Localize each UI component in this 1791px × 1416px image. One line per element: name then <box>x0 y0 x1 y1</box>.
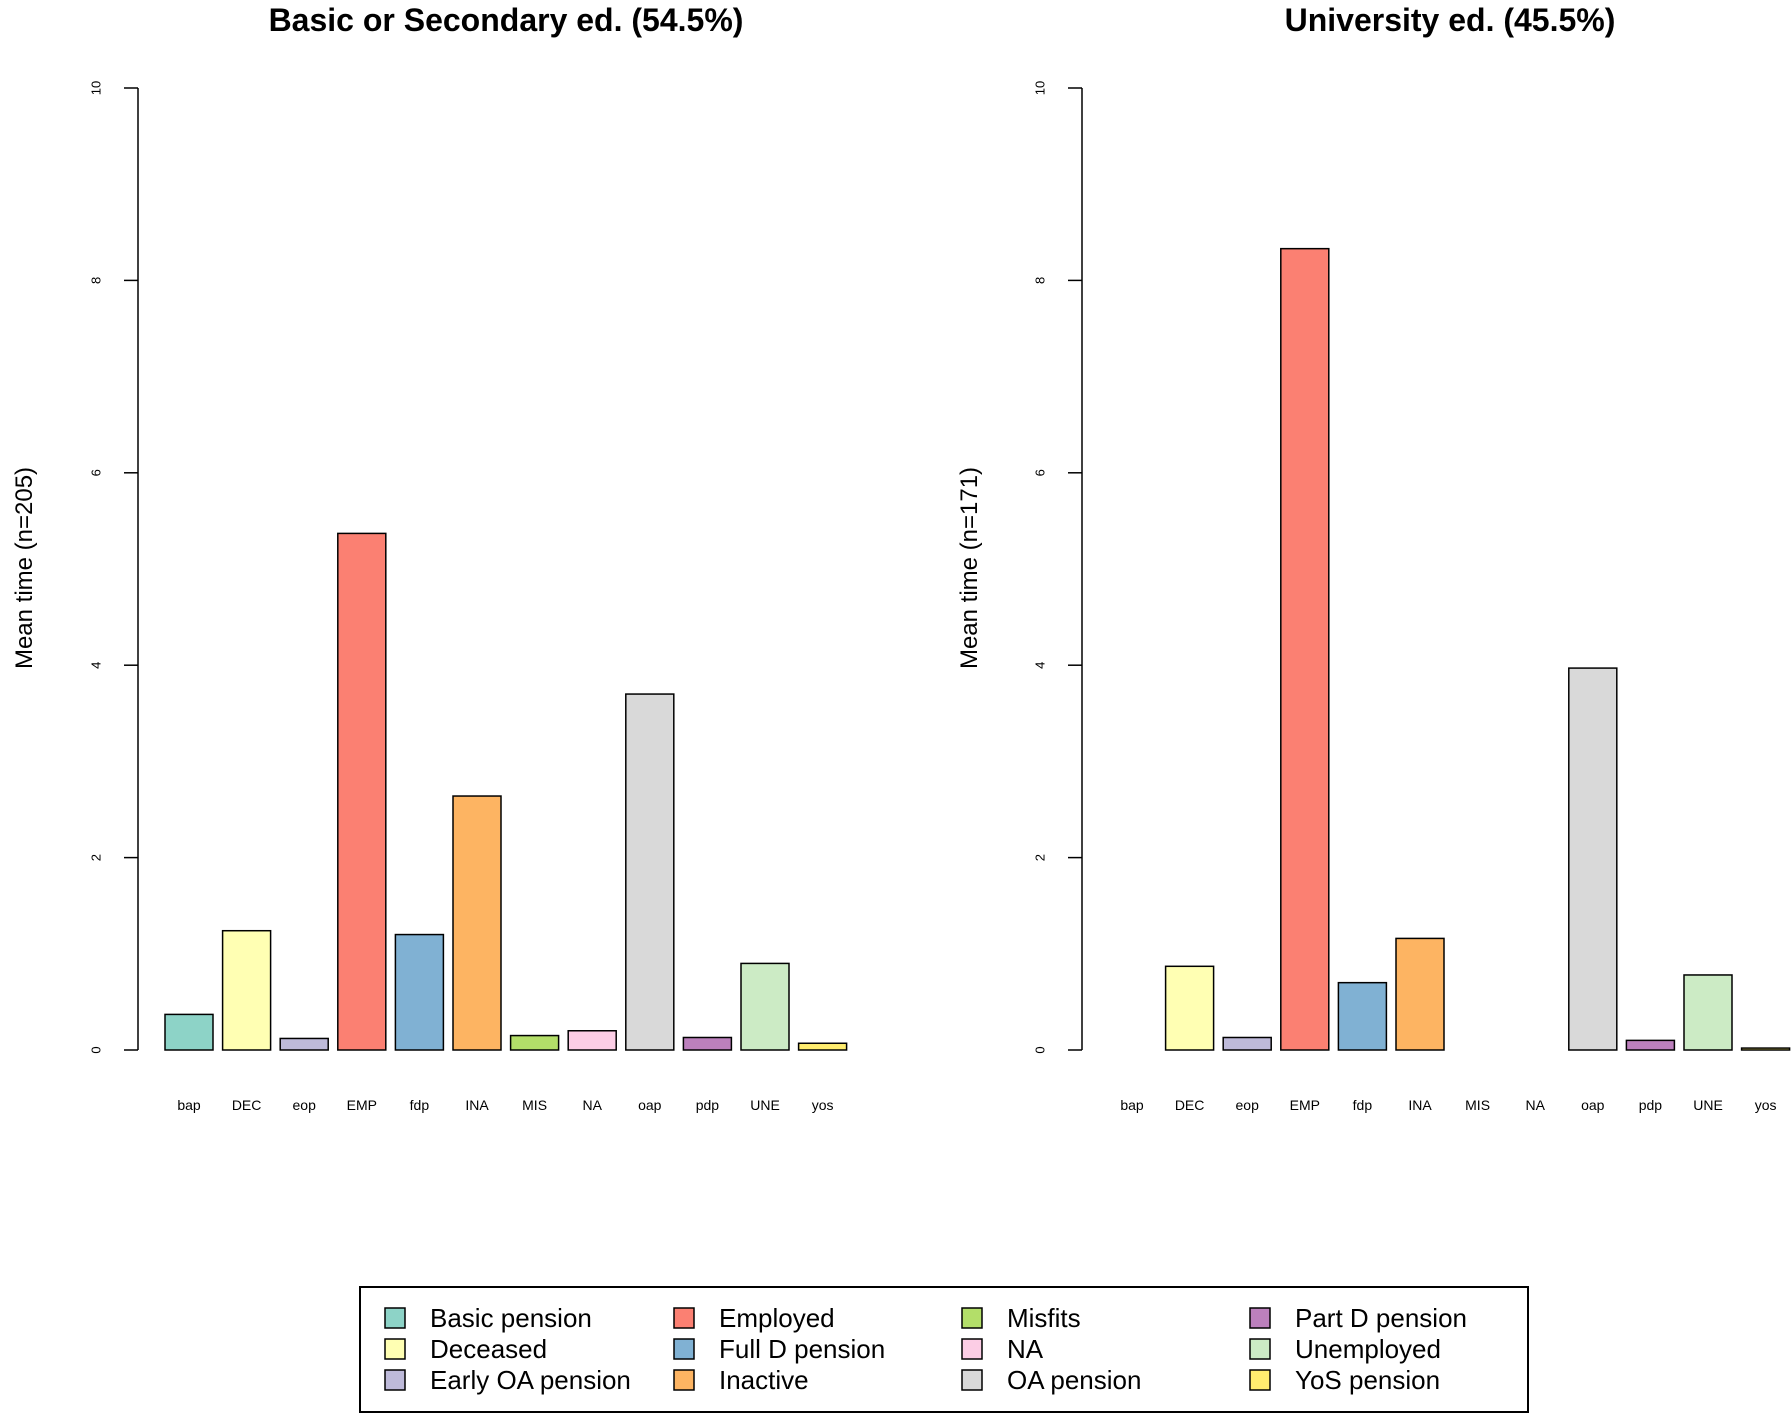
bar-EMP <box>337 532 387 1051</box>
category-label: NA <box>1525 1097 1545 1113</box>
legend-swatch <box>384 1338 406 1360</box>
bar-fdp <box>1337 981 1388 1051</box>
category-labels: bap DEC eop EMP fdp INA MIS NA oap pdp UNE yos <box>1120 1097 1776 1113</box>
legend-label: Deceased <box>430 1334 547 1364</box>
category-label: oap <box>1581 1097 1605 1113</box>
y-tick-label: 4 <box>89 662 104 669</box>
y-tick-label: 10 <box>89 81 104 95</box>
legend-label: NA <box>1007 1334 1044 1364</box>
legend-label: OA pension <box>1007 1365 1141 1395</box>
bar-eop <box>279 1037 329 1051</box>
bar-INA <box>452 795 502 1051</box>
legend-swatch <box>673 1338 695 1360</box>
panel-university: University ed. (45.5%) Mean time (n=171)… <box>956 2 1791 1113</box>
category-label: MIS <box>1465 1097 1490 1113</box>
bar-yos <box>1740 1047 1791 1051</box>
y-tick-label: 4 <box>1033 662 1048 669</box>
legend-swatch <box>384 1369 406 1391</box>
bar-DEC <box>1164 965 1215 1051</box>
category-labels: bap DEC eop EMP fdp INA MIS NA oap pdp UNE yos <box>177 1097 833 1113</box>
category-label: yos <box>812 1097 834 1113</box>
category-label: fdp <box>410 1097 430 1113</box>
legend-frame <box>359 1286 1529 1413</box>
y-tick-label: 0 <box>1033 1046 1048 1053</box>
bar-bap <box>164 1013 214 1051</box>
legend-label: Unemployed <box>1295 1334 1441 1364</box>
y-tick-label: 6 <box>1033 469 1048 476</box>
category-label: yos <box>1755 1097 1777 1113</box>
bar-fdp <box>394 933 445 1051</box>
legend-swatch <box>961 1369 983 1391</box>
bar-UNE <box>1683 974 1733 1051</box>
category-label: NA <box>582 1097 602 1113</box>
legend-label: Employed <box>719 1303 835 1333</box>
legend-swatch <box>961 1307 983 1329</box>
bar-oap <box>625 693 675 1051</box>
category-label: INA <box>465 1097 489 1113</box>
bar-MIS <box>509 1034 560 1051</box>
y-tick-label: 0 <box>89 1046 104 1053</box>
y-tick-label: 8 <box>89 277 104 284</box>
category-label: EMP <box>347 1097 377 1113</box>
category-label: pdp <box>696 1097 720 1113</box>
y-axis-label: Mean time (n=171) <box>956 467 983 669</box>
legend-label: Early OA pension <box>430 1365 631 1395</box>
bar-yos <box>797 1042 848 1051</box>
category-label: UNE <box>1693 1097 1723 1113</box>
panel-title: Basic or Secondary ed. (54.5%) <box>269 2 744 38</box>
legend-label: Basic pension <box>430 1303 592 1333</box>
category-label: INA <box>1408 1097 1432 1113</box>
category-label: DEC <box>1175 1097 1205 1113</box>
legend-label: Part D pension <box>1295 1303 1467 1333</box>
category-label: DEC <box>232 1097 262 1113</box>
legend-swatch <box>1249 1338 1271 1360</box>
category-label: eop <box>293 1097 317 1113</box>
bar-oap <box>1568 667 1618 1051</box>
bar-pdp <box>682 1036 733 1051</box>
panel-title: University ed. (45.5%) <box>1285 2 1616 38</box>
y-tick-label: 2 <box>89 854 104 861</box>
category-label: EMP <box>1290 1097 1320 1113</box>
legend-swatch <box>673 1307 695 1329</box>
y-tick-label: 8 <box>1033 277 1048 284</box>
category-label: fdp <box>1353 1097 1373 1113</box>
legend-label: Misfits <box>1007 1303 1081 1333</box>
bar-pdp <box>1625 1039 1676 1051</box>
category-label: pdp <box>1639 1097 1663 1113</box>
y-axis: 0 2 4 6 8 10 <box>1033 81 1083 1054</box>
bar-group <box>1164 247 1791 1051</box>
y-tick-label: 10 <box>1033 81 1048 95</box>
legend-swatch <box>961 1338 983 1360</box>
bar-NA <box>567 1030 617 1051</box>
legend-swatch <box>673 1369 695 1391</box>
legend-label: Full D pension <box>719 1334 885 1364</box>
legend-swatch <box>1249 1369 1271 1391</box>
y-tick-label: 6 <box>89 469 104 476</box>
bar-eop <box>1222 1036 1272 1051</box>
category-label: bap <box>1120 1097 1144 1113</box>
y-axis: 0 2 4 6 8 10 <box>89 81 139 1054</box>
legend-swatch <box>1249 1307 1271 1329</box>
legend-swatch <box>384 1307 406 1329</box>
legend-label: Inactive <box>719 1365 809 1395</box>
bar-EMP <box>1280 247 1330 1051</box>
category-label: UNE <box>750 1097 780 1113</box>
category-label: bap <box>177 1097 201 1113</box>
y-tick-label: 2 <box>1033 854 1048 861</box>
legend-label: YoS pension <box>1295 1365 1440 1395</box>
category-label: oap <box>638 1097 662 1113</box>
category-label: MIS <box>522 1097 547 1113</box>
bar-INA <box>1395 937 1445 1051</box>
bar-UNE <box>740 962 790 1051</box>
category-label: eop <box>1236 1097 1260 1113</box>
bar-group <box>164 532 848 1051</box>
panel-basic-secondary: Basic or Secondary ed. (54.5%) Mean time… <box>11 2 848 1113</box>
y-axis-label: Mean time (n=205) <box>11 467 38 669</box>
bar-DEC <box>221 929 272 1051</box>
